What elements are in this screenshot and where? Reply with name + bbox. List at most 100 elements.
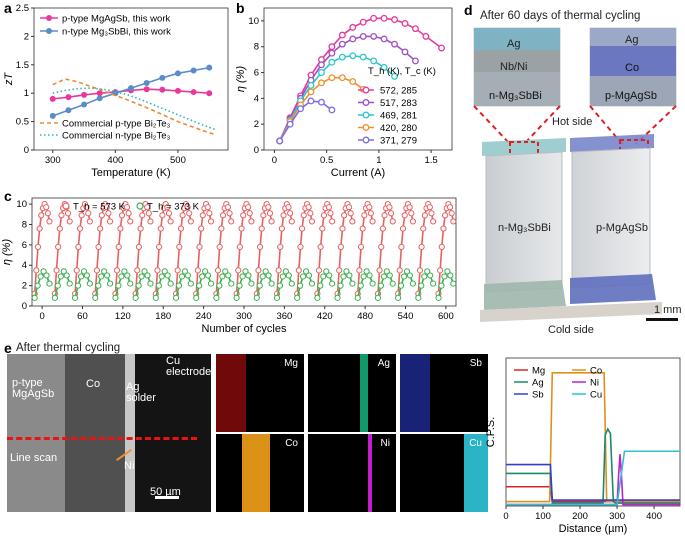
data-point <box>86 218 93 225</box>
data-point <box>349 280 356 287</box>
series-line <box>278 17 443 142</box>
data-point <box>95 243 102 251</box>
data-point <box>440 225 447 232</box>
x-tick-label: 1 <box>376 155 381 166</box>
data-point <box>282 268 289 275</box>
x-tick-label: 200 <box>572 511 588 522</box>
x-tick-label: 100 <box>535 511 551 522</box>
data-point <box>66 218 73 225</box>
x-tick-label: 540 <box>398 311 414 322</box>
legend-label: n-type Mg₃SbBi, this work <box>62 27 171 38</box>
data-point <box>307 82 315 89</box>
data-point <box>420 225 427 232</box>
data-point <box>213 294 220 301</box>
data-point <box>294 294 301 301</box>
data-point <box>450 280 457 287</box>
data-point <box>349 78 357 86</box>
cycle-line <box>437 202 455 294</box>
data-point <box>400 273 408 280</box>
eds-signal-band <box>464 434 488 512</box>
data-point <box>34 282 41 289</box>
data-point <box>349 35 357 43</box>
data-point <box>398 243 405 251</box>
data-point <box>438 282 445 289</box>
data-point <box>207 280 215 287</box>
series-line <box>506 454 680 506</box>
eds-map-label: Co <box>285 438 298 449</box>
data-point <box>418 243 425 251</box>
legend-marker <box>62 202 70 210</box>
data-point <box>357 282 364 289</box>
legend-marker <box>362 124 370 131</box>
data-point <box>359 32 367 40</box>
data-point <box>359 53 367 61</box>
data-point <box>315 267 323 274</box>
data-point <box>207 218 215 225</box>
data-point <box>328 43 336 51</box>
eds-signal-band <box>360 354 368 432</box>
data-point <box>123 204 131 211</box>
cycle-line <box>397 202 414 294</box>
data-point <box>299 273 307 280</box>
plot-frame <box>505 357 681 507</box>
data-point <box>337 243 344 251</box>
cycle-line <box>377 202 394 294</box>
data-point <box>307 88 315 96</box>
base-substrate <box>480 302 662 322</box>
data-point <box>446 204 454 211</box>
data-point <box>97 225 104 232</box>
data-point <box>190 67 197 74</box>
data-point <box>391 72 399 80</box>
legend-marker <box>46 15 52 21</box>
data-point <box>144 272 151 279</box>
data-point <box>268 280 275 287</box>
data-point <box>125 210 132 217</box>
panel-label-e: e <box>4 340 12 356</box>
data-point <box>37 273 44 280</box>
y-axis-label: η (%) <box>1 239 13 266</box>
inset-right-bottom: p-MgAgSb <box>605 90 657 102</box>
chart-b-efficiency: 0 0.5 1 1.5 0 2 4 6 8 10 Current (A) η (%) T_h (K), … <box>235 7 453 179</box>
data-point <box>198 225 205 232</box>
inset-right <box>589 27 677 107</box>
data-point <box>334 294 341 301</box>
data-point <box>178 273 186 280</box>
chart-a-zt: 300 400 500 0 0.5 1 1.5 2 2.5 Temperature (K) zT p-… <box>3 3 229 179</box>
data-point <box>74 282 82 289</box>
data-point <box>376 267 383 274</box>
y-axis-label: η (%) <box>235 66 247 93</box>
data-point <box>377 282 384 289</box>
legend-label: Commercial n-type Bi₂Te₃ <box>62 131 171 142</box>
data-point <box>155 282 162 289</box>
data-point <box>265 204 272 211</box>
data-point <box>184 272 191 279</box>
data-point <box>86 280 93 287</box>
data-point <box>196 243 203 251</box>
cycle-line <box>54 202 71 294</box>
leg-p <box>571 147 651 289</box>
data-point <box>56 225 63 232</box>
data-point <box>341 212 348 219</box>
hot-plate-right <box>570 134 654 152</box>
data-point <box>380 35 388 43</box>
data-point <box>329 218 336 225</box>
data-point <box>206 210 213 217</box>
data-point <box>73 267 80 274</box>
data-point <box>288 280 295 287</box>
data-point <box>134 267 141 274</box>
data-point <box>106 280 114 287</box>
legend-marker <box>362 136 370 144</box>
data-point <box>297 243 304 251</box>
data-point <box>356 267 363 274</box>
legend-label: Co <box>590 366 602 377</box>
y-tick-label: 1 <box>24 88 29 99</box>
data-point <box>214 267 222 274</box>
data-point <box>266 210 274 217</box>
data-point <box>80 268 88 275</box>
data-point <box>43 272 50 279</box>
eds-signal-band <box>216 354 246 432</box>
data-point <box>387 210 395 217</box>
x-tick-label: 120 <box>115 311 131 322</box>
data-point <box>383 268 390 275</box>
d-title: After 60 days of thermal cycling <box>480 10 641 22</box>
